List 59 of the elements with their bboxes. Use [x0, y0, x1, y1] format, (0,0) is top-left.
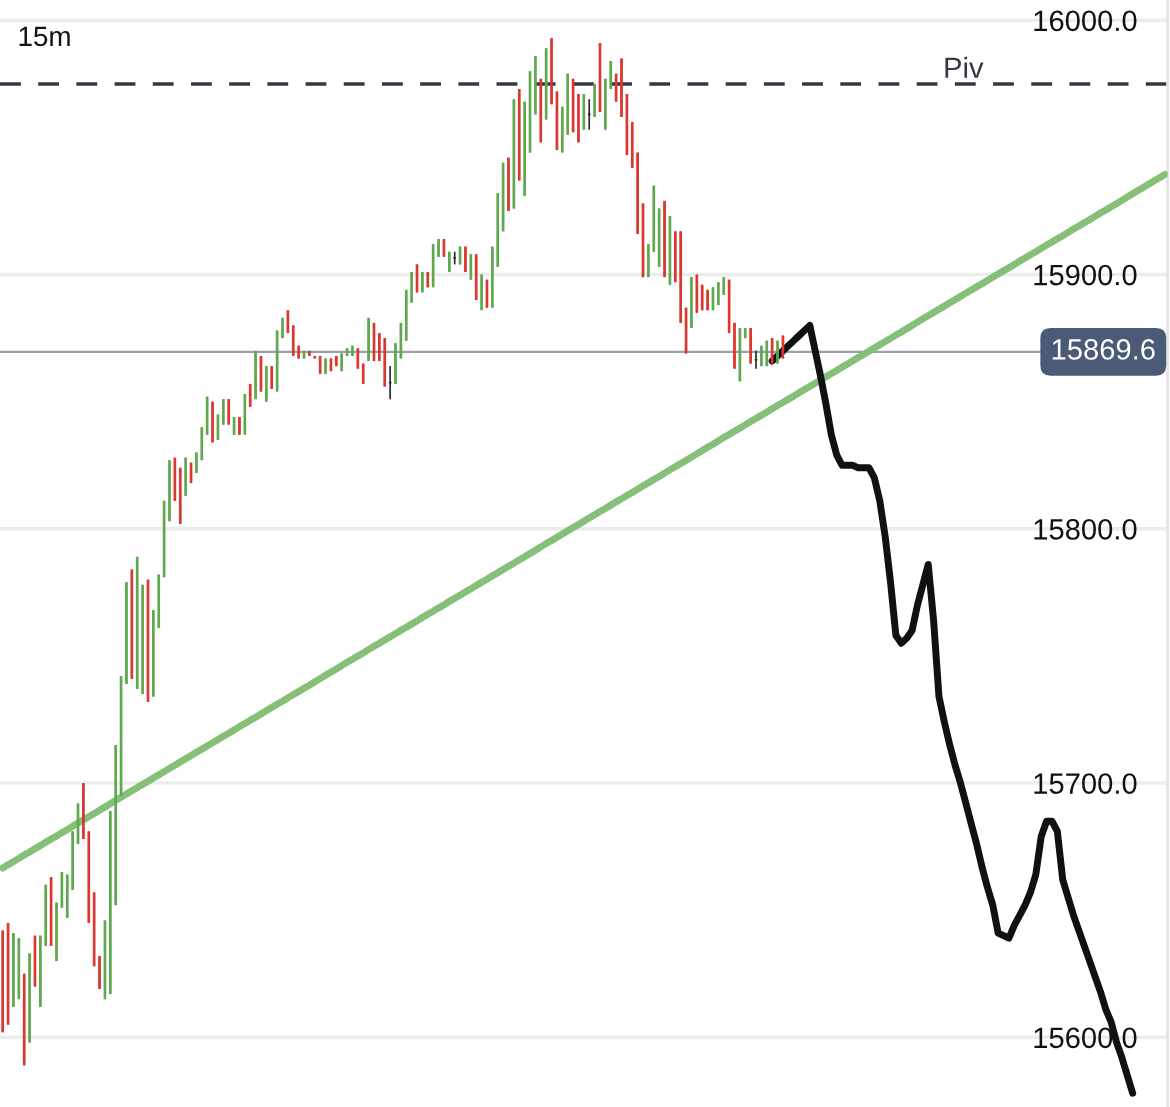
annotation: 15m: [19, 26, 70, 47]
candlestick: [82, 782, 85, 840]
candlestick: [593, 83, 596, 118]
candlestick: [410, 271, 413, 304]
candlestick: [507, 156, 510, 212]
candlestick: [324, 357, 327, 375]
candlestick: [356, 347, 360, 370]
candlestick: [378, 332, 381, 362]
candlestick: [534, 55, 537, 116]
candlestick: [760, 344, 763, 367]
candlestick: [706, 289, 709, 312]
y-tick-label: 15700.0: [1034, 773, 1137, 794]
candlestick: [733, 322, 736, 370]
candlestick: [717, 281, 720, 306]
candlestick: [98, 955, 101, 990]
candlestick: [776, 339, 779, 365]
candlestick: [690, 276, 693, 329]
candlestick: [152, 609, 155, 698]
candlestick: [195, 451, 198, 474]
ref-line-label: Piv: [945, 56, 984, 78]
candlestick: [265, 365, 268, 403]
candlestick: [28, 952, 31, 1044]
candlestick: [453, 250, 457, 266]
candlestick: [125, 581, 128, 685]
candlestick: [464, 245, 467, 273]
candlestick: [12, 932, 15, 1008]
candlestick: [577, 93, 580, 144]
candlestick: [39, 934, 42, 1008]
candlestick: [281, 316, 284, 339]
candlestick: [647, 243, 650, 278]
candlestick: [254, 350, 257, 401]
candlestick: [550, 37, 553, 106]
ref-line-label: 15869.6: [1052, 339, 1155, 360]
candlestick: [480, 273, 483, 312]
candlestick: [351, 344, 354, 357]
candlestick: [394, 342, 397, 385]
y-tick-label: 15800.0: [1034, 519, 1137, 540]
candlestick: [523, 100, 526, 197]
y-tick-label: 15900.0: [1034, 264, 1137, 286]
candlestick: [238, 416, 241, 436]
candlestick: [421, 271, 424, 294]
candlestick: [604, 77, 607, 131]
candlestick: [211, 400, 214, 444]
candlestick: [491, 245, 494, 309]
candlestick: [184, 456, 187, 497]
candlestick: [141, 583, 144, 695]
candlestick: [437, 238, 440, 258]
y-tick-label: 16000.0: [1034, 10, 1137, 32]
candlestick: [297, 344, 300, 360]
candlestick: [55, 901, 58, 962]
candlestick: [168, 459, 171, 523]
candlestick: [754, 350, 758, 370]
candlestick: [308, 350, 311, 357]
candlestick: [367, 316, 370, 362]
candlestick: [71, 830, 74, 891]
candlestick: [663, 200, 666, 278]
candlestick: [636, 151, 639, 235]
candlestick: [620, 57, 623, 118]
candlestick: [749, 327, 752, 365]
